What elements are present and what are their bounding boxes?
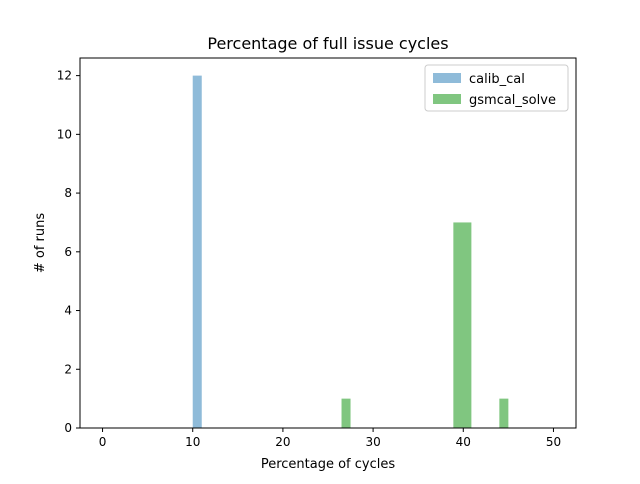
x-tick-label: 10: [185, 435, 200, 449]
bar-gsmcal-solve-1: [453, 222, 472, 428]
legend: calib_cal gsmcal_solve: [424, 64, 569, 112]
x-tick-label: 40: [456, 435, 471, 449]
axes-frame: [79, 57, 577, 429]
x-tick-label: 20: [275, 435, 290, 449]
bars-layer: [192, 75, 509, 428]
y-tick-label: 2: [64, 362, 72, 376]
bar-gsmcal-solve-2: [499, 398, 509, 428]
y-tick-label: 4: [64, 304, 72, 318]
bar-gsmcal-solve-0: [341, 398, 351, 428]
y-axis-label: # of runs: [33, 213, 48, 274]
legend-label: gsmcal_solve: [469, 93, 556, 108]
y-tick-label: 10: [57, 127, 72, 141]
x-axis-ticks: 0 10 20 30 40 50: [99, 428, 561, 449]
legend-swatch: [433, 73, 461, 83]
chart-title: Percentage of full issue cycles: [207, 34, 448, 53]
y-tick-label: 8: [64, 186, 72, 200]
x-axis-label: Percentage of cycles: [261, 457, 396, 472]
bar-calib-cal-0: [192, 75, 202, 428]
y-tick-label: 12: [57, 69, 72, 83]
y-axis-ticks: 0 2 4 6 8 10 12: [57, 69, 80, 435]
x-tick-label: 30: [365, 435, 380, 449]
legend-label: calib_cal: [469, 72, 525, 87]
y-tick-label: 0: [64, 421, 72, 435]
x-tick-label: 50: [546, 435, 561, 449]
legend-swatch: [433, 94, 461, 104]
x-tick-label: 0: [99, 435, 107, 449]
y-tick-label: 6: [64, 245, 72, 259]
